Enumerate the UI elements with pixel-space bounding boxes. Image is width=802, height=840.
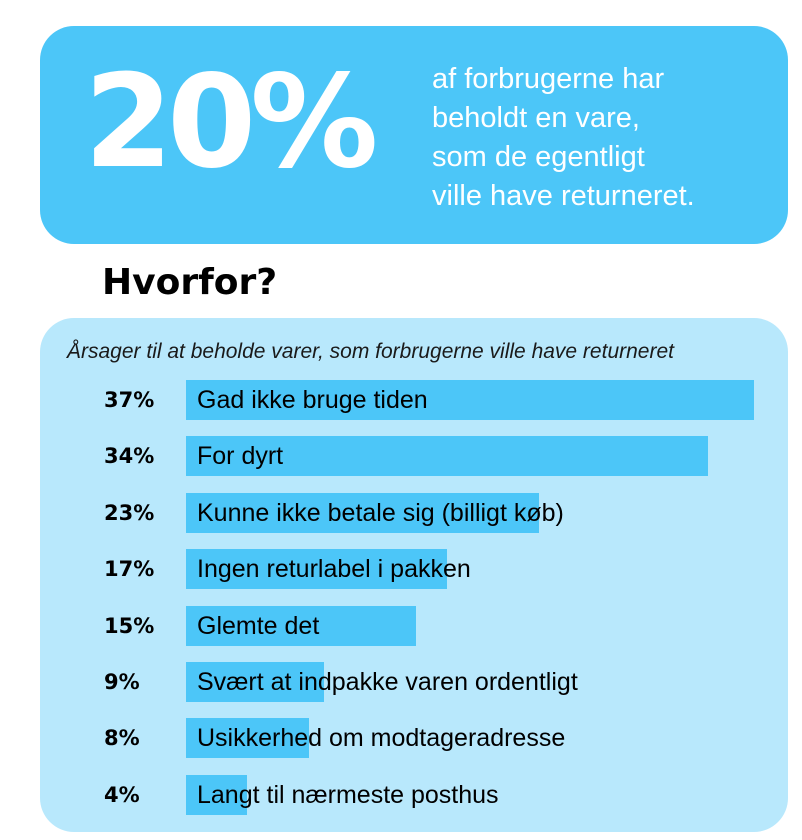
headline-percentage: 20% <box>84 48 378 197</box>
bar-category-label: Langt til nærmeste posthus <box>197 780 499 809</box>
bar <box>186 549 447 590</box>
bar <box>186 380 754 420</box>
bar-category-label: Ingen returlabel i pakken <box>197 555 471 584</box>
headline-text: af forbrugerne har beholdt en vare, som … <box>432 63 695 212</box>
bar-value-label: 37% <box>104 388 155 412</box>
question-heading: Hvorfor? <box>102 262 278 303</box>
bar-category-label: Svært at indpakke varen ordentligt <box>197 668 578 696</box>
bar-value-label: 4% <box>104 782 140 807</box>
chart-title: Årsager til at beholde varer, som forbru… <box>67 340 674 363</box>
bar <box>186 662 325 702</box>
bar <box>186 492 540 533</box>
bar-value-label: 34% <box>104 444 155 469</box>
bar <box>186 718 309 759</box>
bar-value-label: 8% <box>104 726 140 751</box>
bar-chart: 37% Gad ikke bruge tiden 34% For dyrt 23% Kun… <box>40 318 788 832</box>
bar-category-label: Usikkerhed om modtageradresse <box>197 724 566 753</box>
bar-value-label: 23% <box>104 500 155 525</box>
bar-category-label: Glemte det <box>197 611 320 640</box>
bar-value-label: 17% <box>104 557 155 582</box>
bar <box>186 605 417 646</box>
bar <box>186 436 708 477</box>
headline-card: 20% af forbrugerne har beholdt en vare, … <box>40 26 788 244</box>
bar-value-label: 15% <box>104 613 155 638</box>
bar-category-label: For dyrt <box>197 442 284 471</box>
bar-category-label: Kunne ikke betale sig (billigt køb) <box>197 498 564 527</box>
bar-value-label: 9% <box>104 670 140 694</box>
chart-panel: Årsager til at beholde varer, som forbru… <box>40 318 788 832</box>
bar-category-label: Gad ikke bruge tiden <box>197 386 428 414</box>
bar <box>186 774 248 815</box>
